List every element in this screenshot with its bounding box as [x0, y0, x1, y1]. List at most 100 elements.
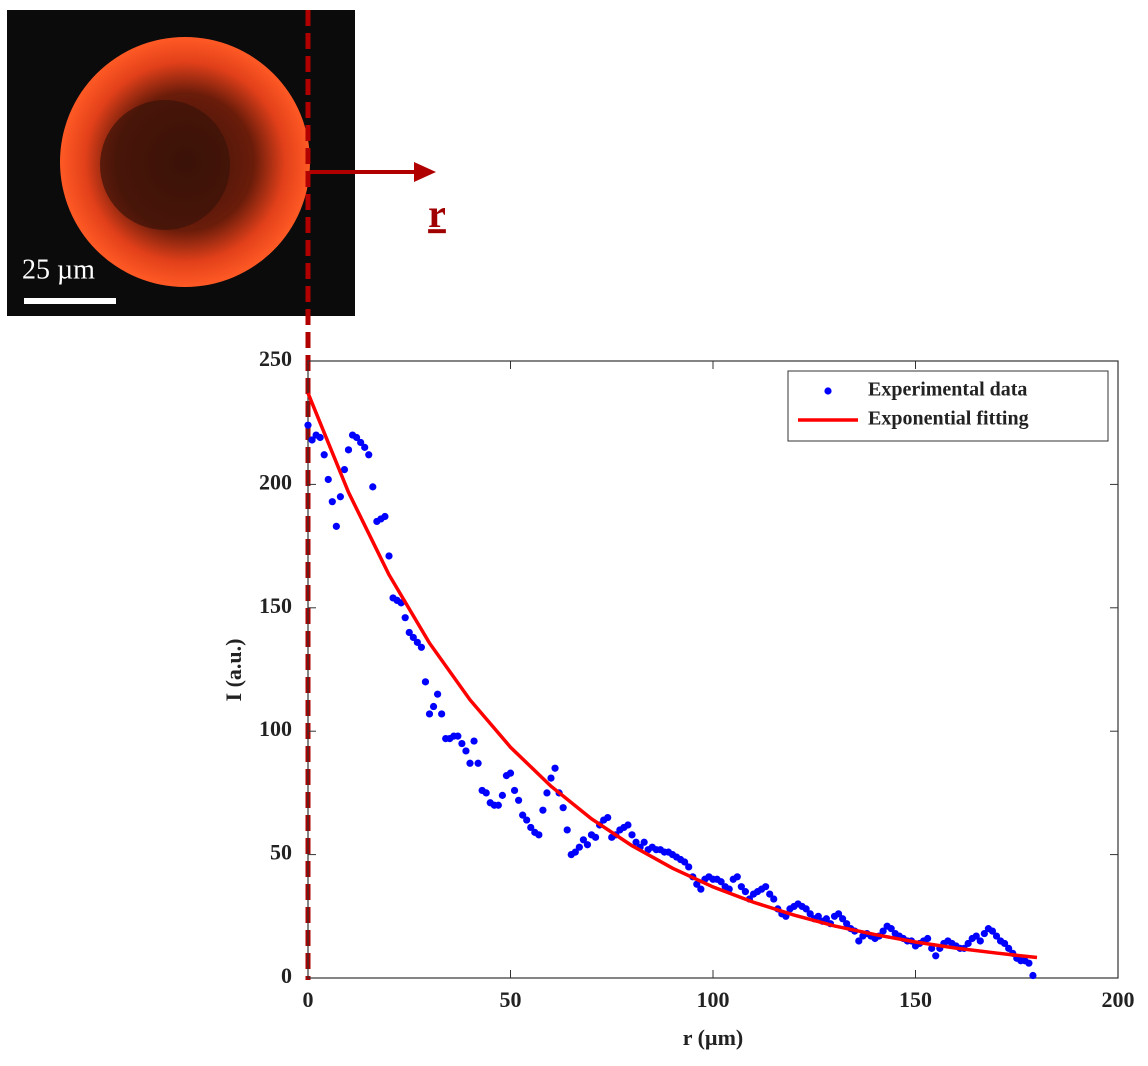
- data-point: [685, 863, 693, 871]
- data-point: [988, 927, 997, 935]
- y-tick-label: 100: [259, 716, 292, 741]
- data-point: [470, 737, 478, 745]
- data-point: [454, 732, 462, 740]
- data-point: [405, 628, 413, 637]
- y-tick-label: 150: [259, 593, 292, 618]
- data-point: [834, 910, 843, 918]
- scale-label: 25 µm: [22, 254, 95, 285]
- data-point: [515, 796, 523, 804]
- data-point: [693, 880, 701, 888]
- data-point: [494, 801, 502, 809]
- y-tick-label: 50: [270, 840, 292, 865]
- data-point: [543, 789, 551, 797]
- data-point: [843, 920, 851, 928]
- data-point: [1005, 944, 1013, 952]
- data-point: [474, 759, 482, 767]
- data-point: [1025, 959, 1033, 967]
- x-axis-label: r (µm): [683, 1025, 744, 1050]
- data-point: [717, 878, 725, 886]
- data-point: [324, 475, 332, 484]
- data-point: [353, 433, 361, 442]
- y-axis-label: I (a.u.): [221, 639, 246, 702]
- y-tick-label: 250: [259, 346, 292, 371]
- data-point: [806, 910, 814, 918]
- scale-bar: [24, 298, 116, 304]
- data-point: [506, 769, 515, 777]
- data-point: [482, 789, 490, 797]
- data-point: [539, 806, 547, 814]
- data-point: [591, 833, 600, 841]
- data-point: [340, 465, 349, 474]
- data-point: [980, 929, 988, 938]
- data-point: [551, 764, 559, 772]
- micrograph: 25 µm: [7, 10, 355, 316]
- data-point: [361, 443, 369, 451]
- data-point: [429, 702, 438, 711]
- data-point: [1001, 939, 1009, 948]
- data-point: [385, 552, 393, 560]
- data-point: [417, 643, 425, 651]
- data-point: [559, 804, 567, 812]
- legend-box: [787, 370, 1109, 442]
- y-tick-label: 200: [259, 469, 292, 494]
- y-tick-label: 0: [281, 963, 292, 988]
- data-point: [308, 436, 316, 444]
- data-point: [527, 823, 535, 832]
- data-point: [316, 433, 324, 442]
- x-tick-label: 50: [500, 987, 522, 1012]
- data-point: [438, 710, 446, 718]
- data-point: [523, 816, 531, 824]
- data-point: [640, 838, 648, 846]
- arrow-head: [414, 162, 436, 182]
- data-point: [519, 811, 527, 819]
- data-point: [741, 888, 750, 896]
- data-point: [976, 937, 984, 945]
- cell-core: [100, 100, 230, 230]
- data-point: [571, 848, 579, 856]
- data-point: [344, 446, 353, 454]
- data-point: [381, 512, 389, 521]
- data-point: [766, 890, 774, 898]
- legend-label: Experimental data: [868, 379, 1027, 401]
- data-point: [604, 813, 612, 822]
- data-point: [887, 925, 895, 933]
- data-point: [839, 915, 847, 923]
- data-point: [964, 939, 972, 948]
- data-point: [425, 710, 434, 718]
- data-point: [733, 873, 741, 881]
- data-point: [814, 912, 822, 920]
- data-point: [762, 883, 770, 891]
- data-point: [458, 739, 466, 748]
- data-point: [510, 786, 519, 795]
- data-point: [624, 821, 632, 829]
- data-point: [401, 614, 409, 622]
- data-point: [421, 678, 430, 686]
- data-point: [879, 927, 887, 935]
- data-point: [928, 944, 936, 952]
- data-point: [697, 885, 705, 893]
- data-point: [972, 932, 980, 940]
- data-point: [357, 438, 365, 447]
- data-point: [336, 493, 344, 501]
- data-point: [563, 826, 571, 834]
- data-point: [409, 633, 417, 642]
- data-point: [737, 883, 745, 891]
- data-point: [932, 952, 940, 960]
- data-point: [1029, 971, 1037, 980]
- data-point: [579, 836, 588, 844]
- data-point: [628, 831, 636, 839]
- data-point: [632, 838, 640, 846]
- data-point: [369, 483, 377, 491]
- data-point: [535, 831, 543, 839]
- x-tick-label: 0: [303, 987, 314, 1012]
- arrow-label: r: [428, 191, 446, 236]
- data-point: [770, 895, 778, 903]
- data-point: [924, 934, 932, 943]
- legend-swatch: [824, 387, 832, 395]
- data-point: [413, 638, 421, 646]
- data-point: [992, 932, 1001, 940]
- data-point: [462, 747, 470, 755]
- data-point: [822, 915, 831, 923]
- data-point: [365, 451, 373, 459]
